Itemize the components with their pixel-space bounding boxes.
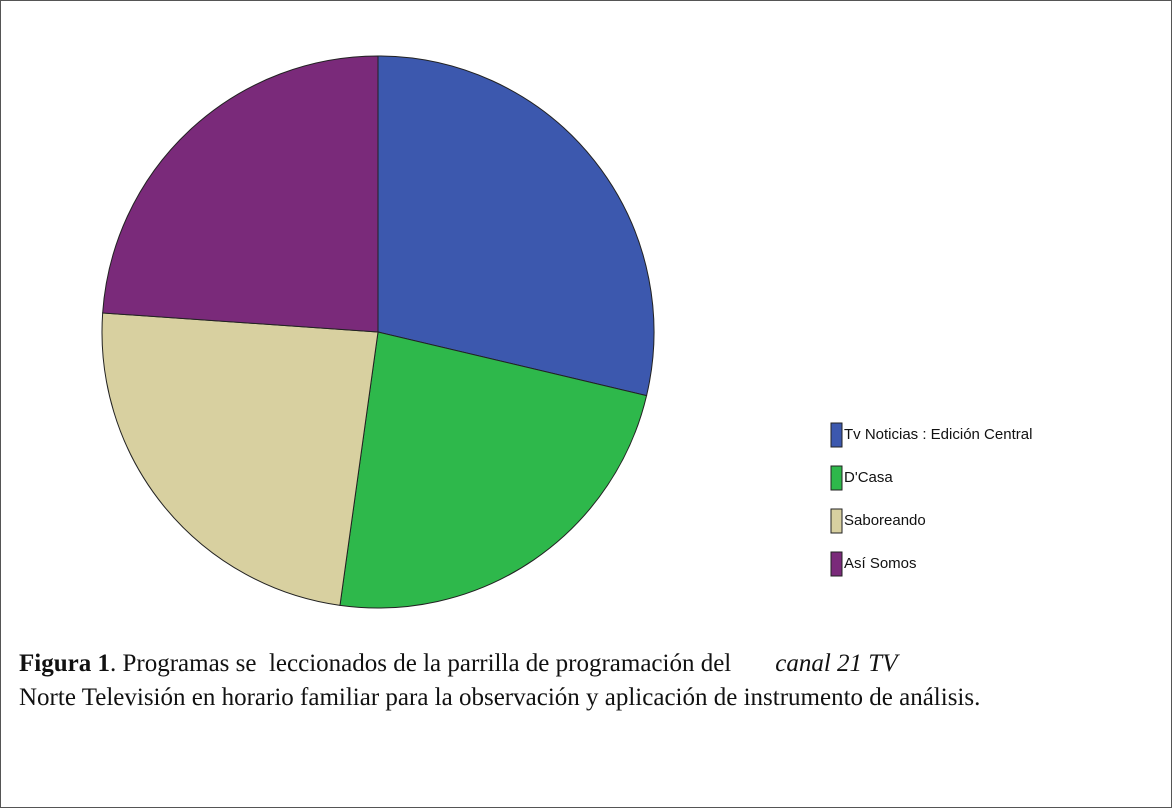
caption-rest: Norte Televisión en horario familiar par… xyxy=(19,684,981,711)
legend-swatch xyxy=(830,508,843,534)
pie-slice xyxy=(339,331,648,609)
caption-emphasis: canal 21 TV xyxy=(775,650,898,677)
pie-slice xyxy=(102,55,379,333)
caption: Figura 1. Programas se leccionados de la… xyxy=(19,647,1139,715)
pie-slice xyxy=(101,312,379,606)
legend-swatch xyxy=(830,551,843,577)
legend-label: Saboreando xyxy=(844,512,926,529)
caption-label: Figura 1 xyxy=(19,650,110,677)
legend-swatch xyxy=(830,465,843,491)
legend-label: Así Somos xyxy=(844,555,917,572)
chart: Tv Noticias : Edición Central D'Casa Sabor… xyxy=(101,55,1032,609)
legend-label: Tv Noticias : Edición Central xyxy=(844,426,1032,443)
caption-text: . Programas se leccionados de la parrill… xyxy=(109,650,732,677)
legend-swatch xyxy=(830,422,843,448)
legend-label: D'Casa xyxy=(844,469,893,486)
pie-slice xyxy=(377,55,655,397)
